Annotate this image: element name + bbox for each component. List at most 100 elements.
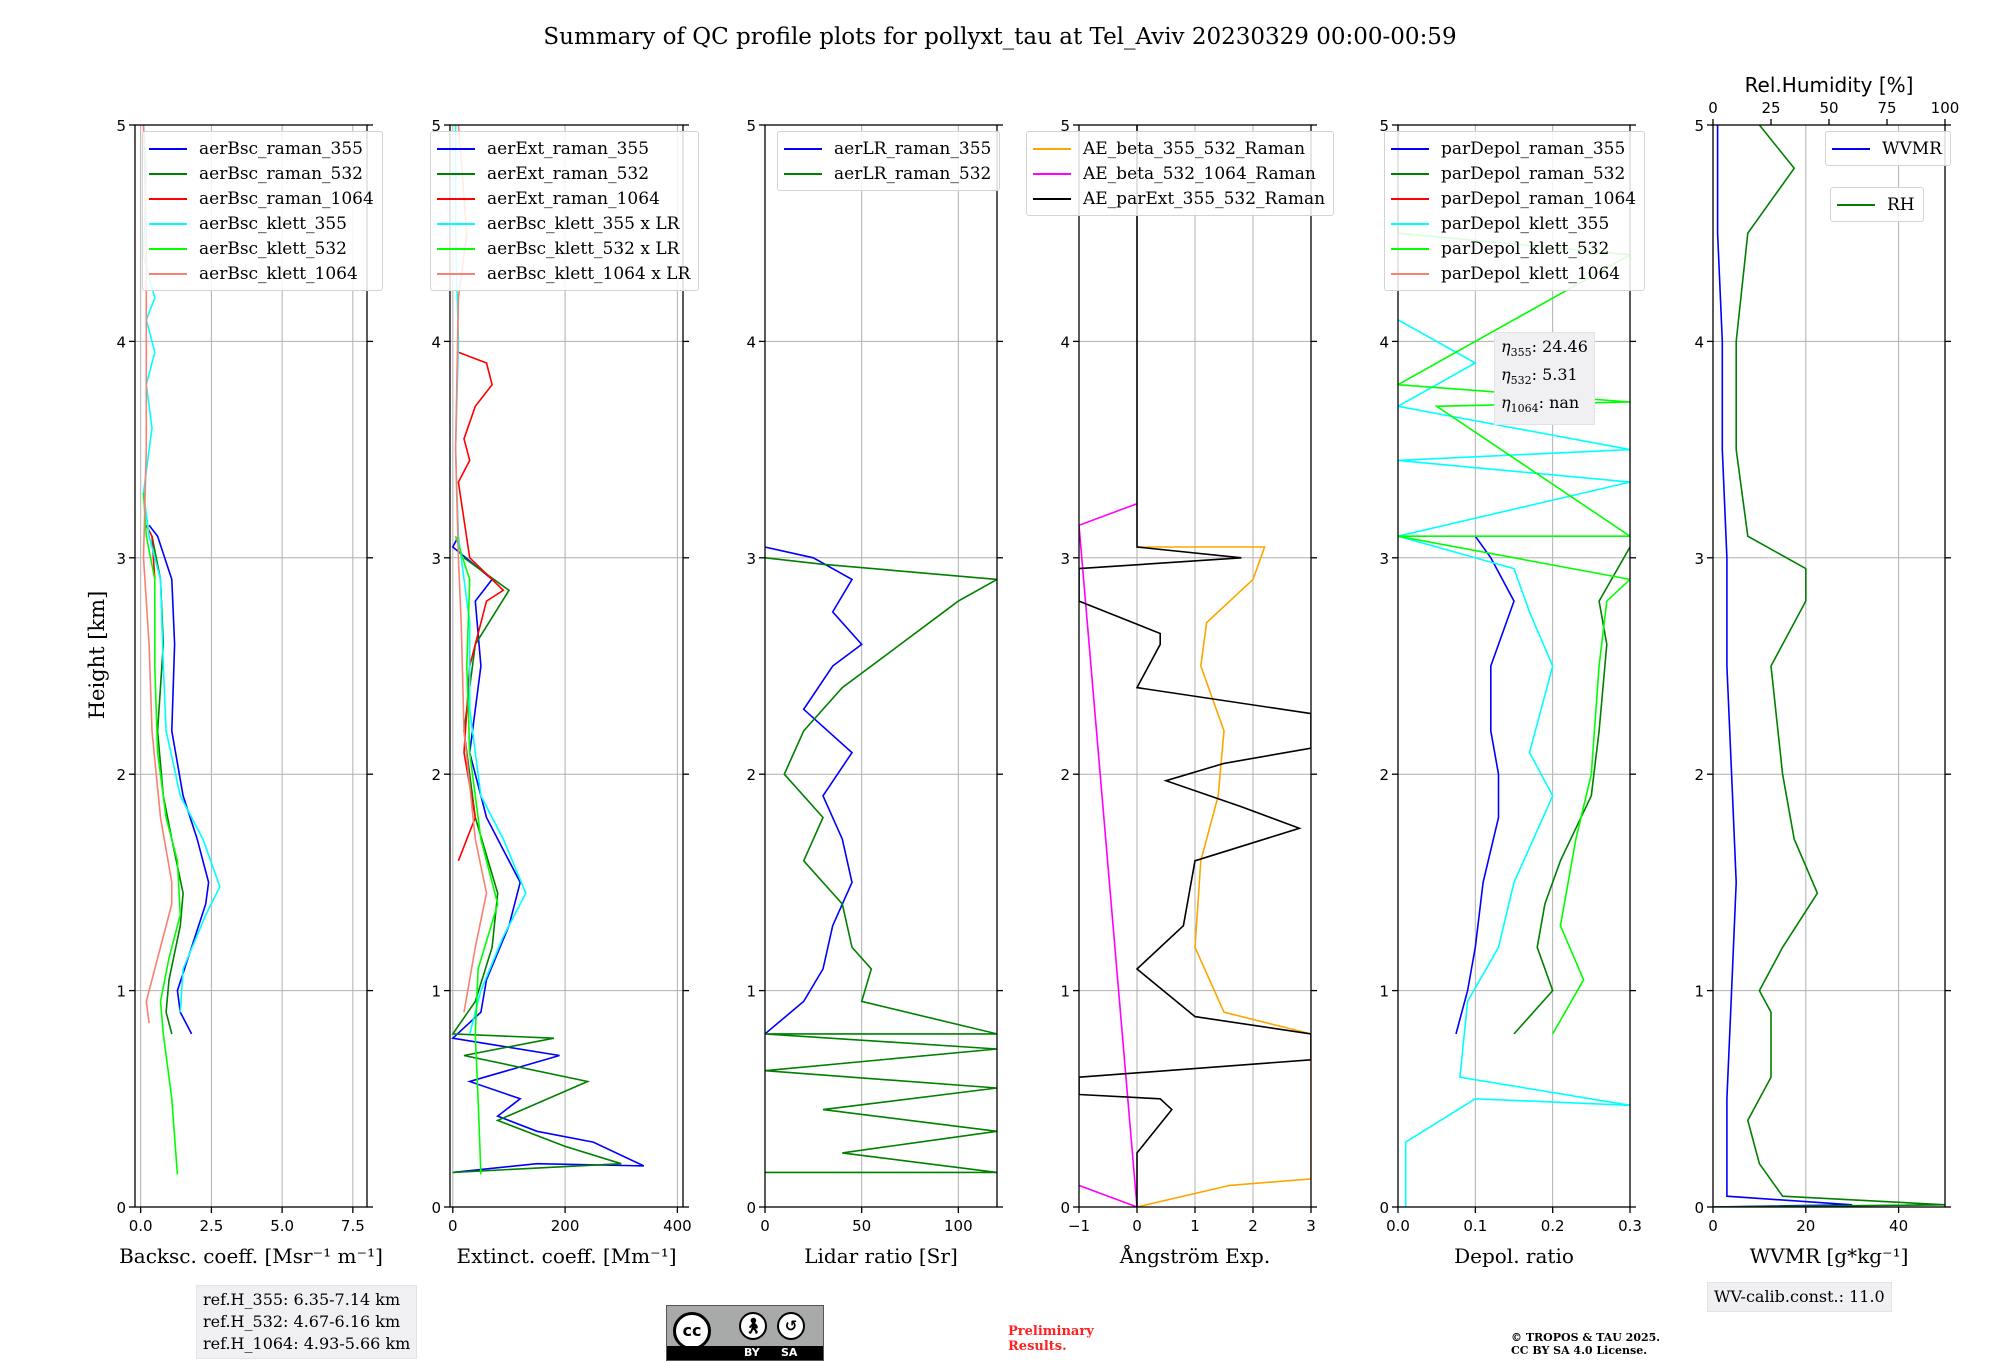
ref-h-532: ref.H_532: 4.67-6.16 km xyxy=(203,1312,401,1331)
xtick-label: 2.5 xyxy=(199,1217,223,1235)
legend-swatch xyxy=(1391,147,1429,150)
legend-item: parDepol_raman_355 xyxy=(1391,136,1636,161)
series-line-aerExt_raman_355 xyxy=(451,535,645,1174)
panel-1: 0 1 2 3 4 5 0 200 400 Extinct. coeff. [Mm⁻¹] xyxy=(431,117,691,1268)
legend-item: aerExt_raman_1064 xyxy=(437,186,690,211)
legend-label: parDepol_klett_532 xyxy=(1441,238,1610,259)
legend-swatch xyxy=(149,247,187,250)
legend-depol: parDepol_raman_355 parDepol_raman_532 parD… xyxy=(1384,131,1646,291)
ref-h-1064: ref.H_1064: 4.93-5.66 km xyxy=(203,1334,411,1353)
ytick-label: 1 xyxy=(1379,983,1389,1001)
legend-swatch xyxy=(1832,147,1870,150)
legend-swatch xyxy=(437,197,475,200)
panel-0: 0 1 2 3 4 5 0.0 2.5 5.0 7.5 Backsc. coeff. [Msr⁻¹ … xyxy=(116,117,382,1268)
xtick-label: 40 xyxy=(1889,1217,1908,1235)
legend-swatch xyxy=(437,147,475,150)
legend-label: aerBsc_klett_1064 x LR xyxy=(487,263,691,284)
x2tick-label: 50 xyxy=(1819,99,1838,117)
legend-item: aerBsc_klett_355 xyxy=(149,211,374,236)
xtick-label: 7.5 xyxy=(341,1217,365,1235)
xtick-label: 50 xyxy=(852,1217,871,1235)
series-line-aerBsc_klett_355 xyxy=(142,125,221,1013)
ytick-label: 4 xyxy=(1694,333,1704,351)
xtick-label: 100 xyxy=(944,1217,973,1235)
ytick-label: 1 xyxy=(746,983,756,1001)
ytick-label: 5 xyxy=(1060,117,1070,135)
ytick-label: 1 xyxy=(116,983,126,1001)
ytick-label: 2 xyxy=(1694,766,1704,784)
wv-calib-box: WV-calib.const.: 11.0 xyxy=(1707,1282,1892,1312)
ytick-label: 0 xyxy=(431,1199,441,1217)
legend-label: aerBsc_raman_355 xyxy=(199,138,363,159)
ytick-label: 0 xyxy=(1379,1199,1389,1217)
ytick-label: 2 xyxy=(1379,766,1389,784)
ytick-label: 2 xyxy=(1060,766,1070,784)
legend-label: aerBsc_raman_532 xyxy=(199,163,363,184)
x-axis-label: Lidar ratio [Sr] xyxy=(804,1244,958,1268)
legend-swatch xyxy=(1391,222,1429,225)
ytick-label: 2 xyxy=(431,766,441,784)
xtick-label: 2 xyxy=(1248,1217,1258,1235)
panels: 0 1 2 3 4 5 0.0 2.5 5.0 7.5 Backsc. coeff. [Msr⁻¹ … xyxy=(116,73,1959,1268)
legend-label: AE_beta_355_532_Raman xyxy=(1083,138,1306,159)
legend-lidar-ratio: aerLR_raman_355 aerLR_raman_532 xyxy=(777,131,1001,191)
series-line-AE_parExt_355_532_Raman xyxy=(1079,125,1311,1207)
ytick-label: 5 xyxy=(1694,117,1704,135)
ytick-label: 3 xyxy=(116,550,126,568)
ytick-label: 3 xyxy=(1379,550,1389,568)
series-line-RH xyxy=(1713,125,1945,1207)
x2tick-label: 25 xyxy=(1761,99,1780,117)
series-line-aerBsc_klett_355 x LR xyxy=(454,125,527,1035)
series-line-aerBsc_klett_532 x LR xyxy=(454,535,499,1175)
legend-swatch xyxy=(437,247,475,250)
y-axis-label: Height [km] xyxy=(85,591,109,720)
wv-calib-text: WV-calib.const.: 11.0 xyxy=(1714,1287,1885,1306)
axes-frame xyxy=(764,124,998,1208)
legend-swatch xyxy=(149,197,187,200)
legend-item: AE_beta_355_532_Raman xyxy=(1033,136,1325,161)
legend-item: AE_parExt_355_532_Raman xyxy=(1033,186,1325,211)
ytick-label: 0 xyxy=(746,1199,756,1217)
legend-swatch xyxy=(1033,172,1071,175)
ytick-label: 5 xyxy=(431,117,441,135)
x-axis-label: Backsc. coeff. [Msr⁻¹ m⁻¹] xyxy=(119,1244,383,1268)
ytick-label: 2 xyxy=(116,766,126,784)
ytick-label: 4 xyxy=(1060,333,1070,351)
sa-icon: ↺ xyxy=(777,1312,805,1340)
series-line-AE_beta_355_532_Raman xyxy=(1136,546,1311,1207)
legend-label: parDepol_raman_355 xyxy=(1441,138,1626,159)
ytick-label: 1 xyxy=(431,983,441,1001)
series-line-aerLR_raman_532 xyxy=(765,557,997,1174)
ytick-label: 4 xyxy=(431,333,441,351)
ytick-label: 1 xyxy=(1694,983,1704,1001)
ytick-label: 4 xyxy=(746,333,756,351)
x2-axis-label: Rel.Humidity [%] xyxy=(1745,73,1914,97)
legend-label: aerLR_raman_355 xyxy=(834,138,992,159)
legend-item: aerBsc_raman_1064 xyxy=(149,186,374,211)
xtick-label: 200 xyxy=(551,1217,580,1235)
legend-label: parDepol_raman_1064 xyxy=(1441,188,1637,209)
xtick-label: 20 xyxy=(1796,1217,1815,1235)
legend-wvmr: WVMR xyxy=(1825,131,1951,166)
panel-4: 0 1 2 3 4 5 0.0 0.1 0.2 0.3 Depol. ratio xyxy=(1379,117,1641,1268)
legend-label: aerBsc_klett_532 x LR xyxy=(487,238,680,259)
legend-item: aerBsc_raman_355 xyxy=(149,136,374,161)
legend-swatch xyxy=(1391,172,1429,175)
legend-item: WVMR xyxy=(1832,136,1942,161)
legend-item: aerBsc_klett_532 x LR xyxy=(437,236,690,261)
series-line-AE_beta_532_1064_Raman xyxy=(1079,502,1138,1207)
legend-label: aerExt_raman_355 xyxy=(487,138,650,159)
copyright-note: © TROPOS & TAU 2025. CC BY SA 4.0 Licens… xyxy=(1511,1331,1660,1357)
series-line-WVMR xyxy=(1713,125,1853,1207)
ytick-label: 1 xyxy=(1060,983,1070,1001)
eta532-value: 5.31 xyxy=(1542,365,1578,385)
x-axis-label: Extinct. coeff. [Mm⁻¹] xyxy=(456,1244,676,1268)
legend-label: AE_beta_532_1064_Raman xyxy=(1083,163,1316,184)
copyright-line-2: CC BY SA 4.0 License. xyxy=(1511,1344,1648,1357)
legend-swatch xyxy=(149,172,187,175)
legend-label: aerBsc_klett_532 xyxy=(199,238,347,259)
legend-rh: RH xyxy=(1830,187,1924,222)
legend-label: aerExt_raman_532 xyxy=(487,163,650,184)
